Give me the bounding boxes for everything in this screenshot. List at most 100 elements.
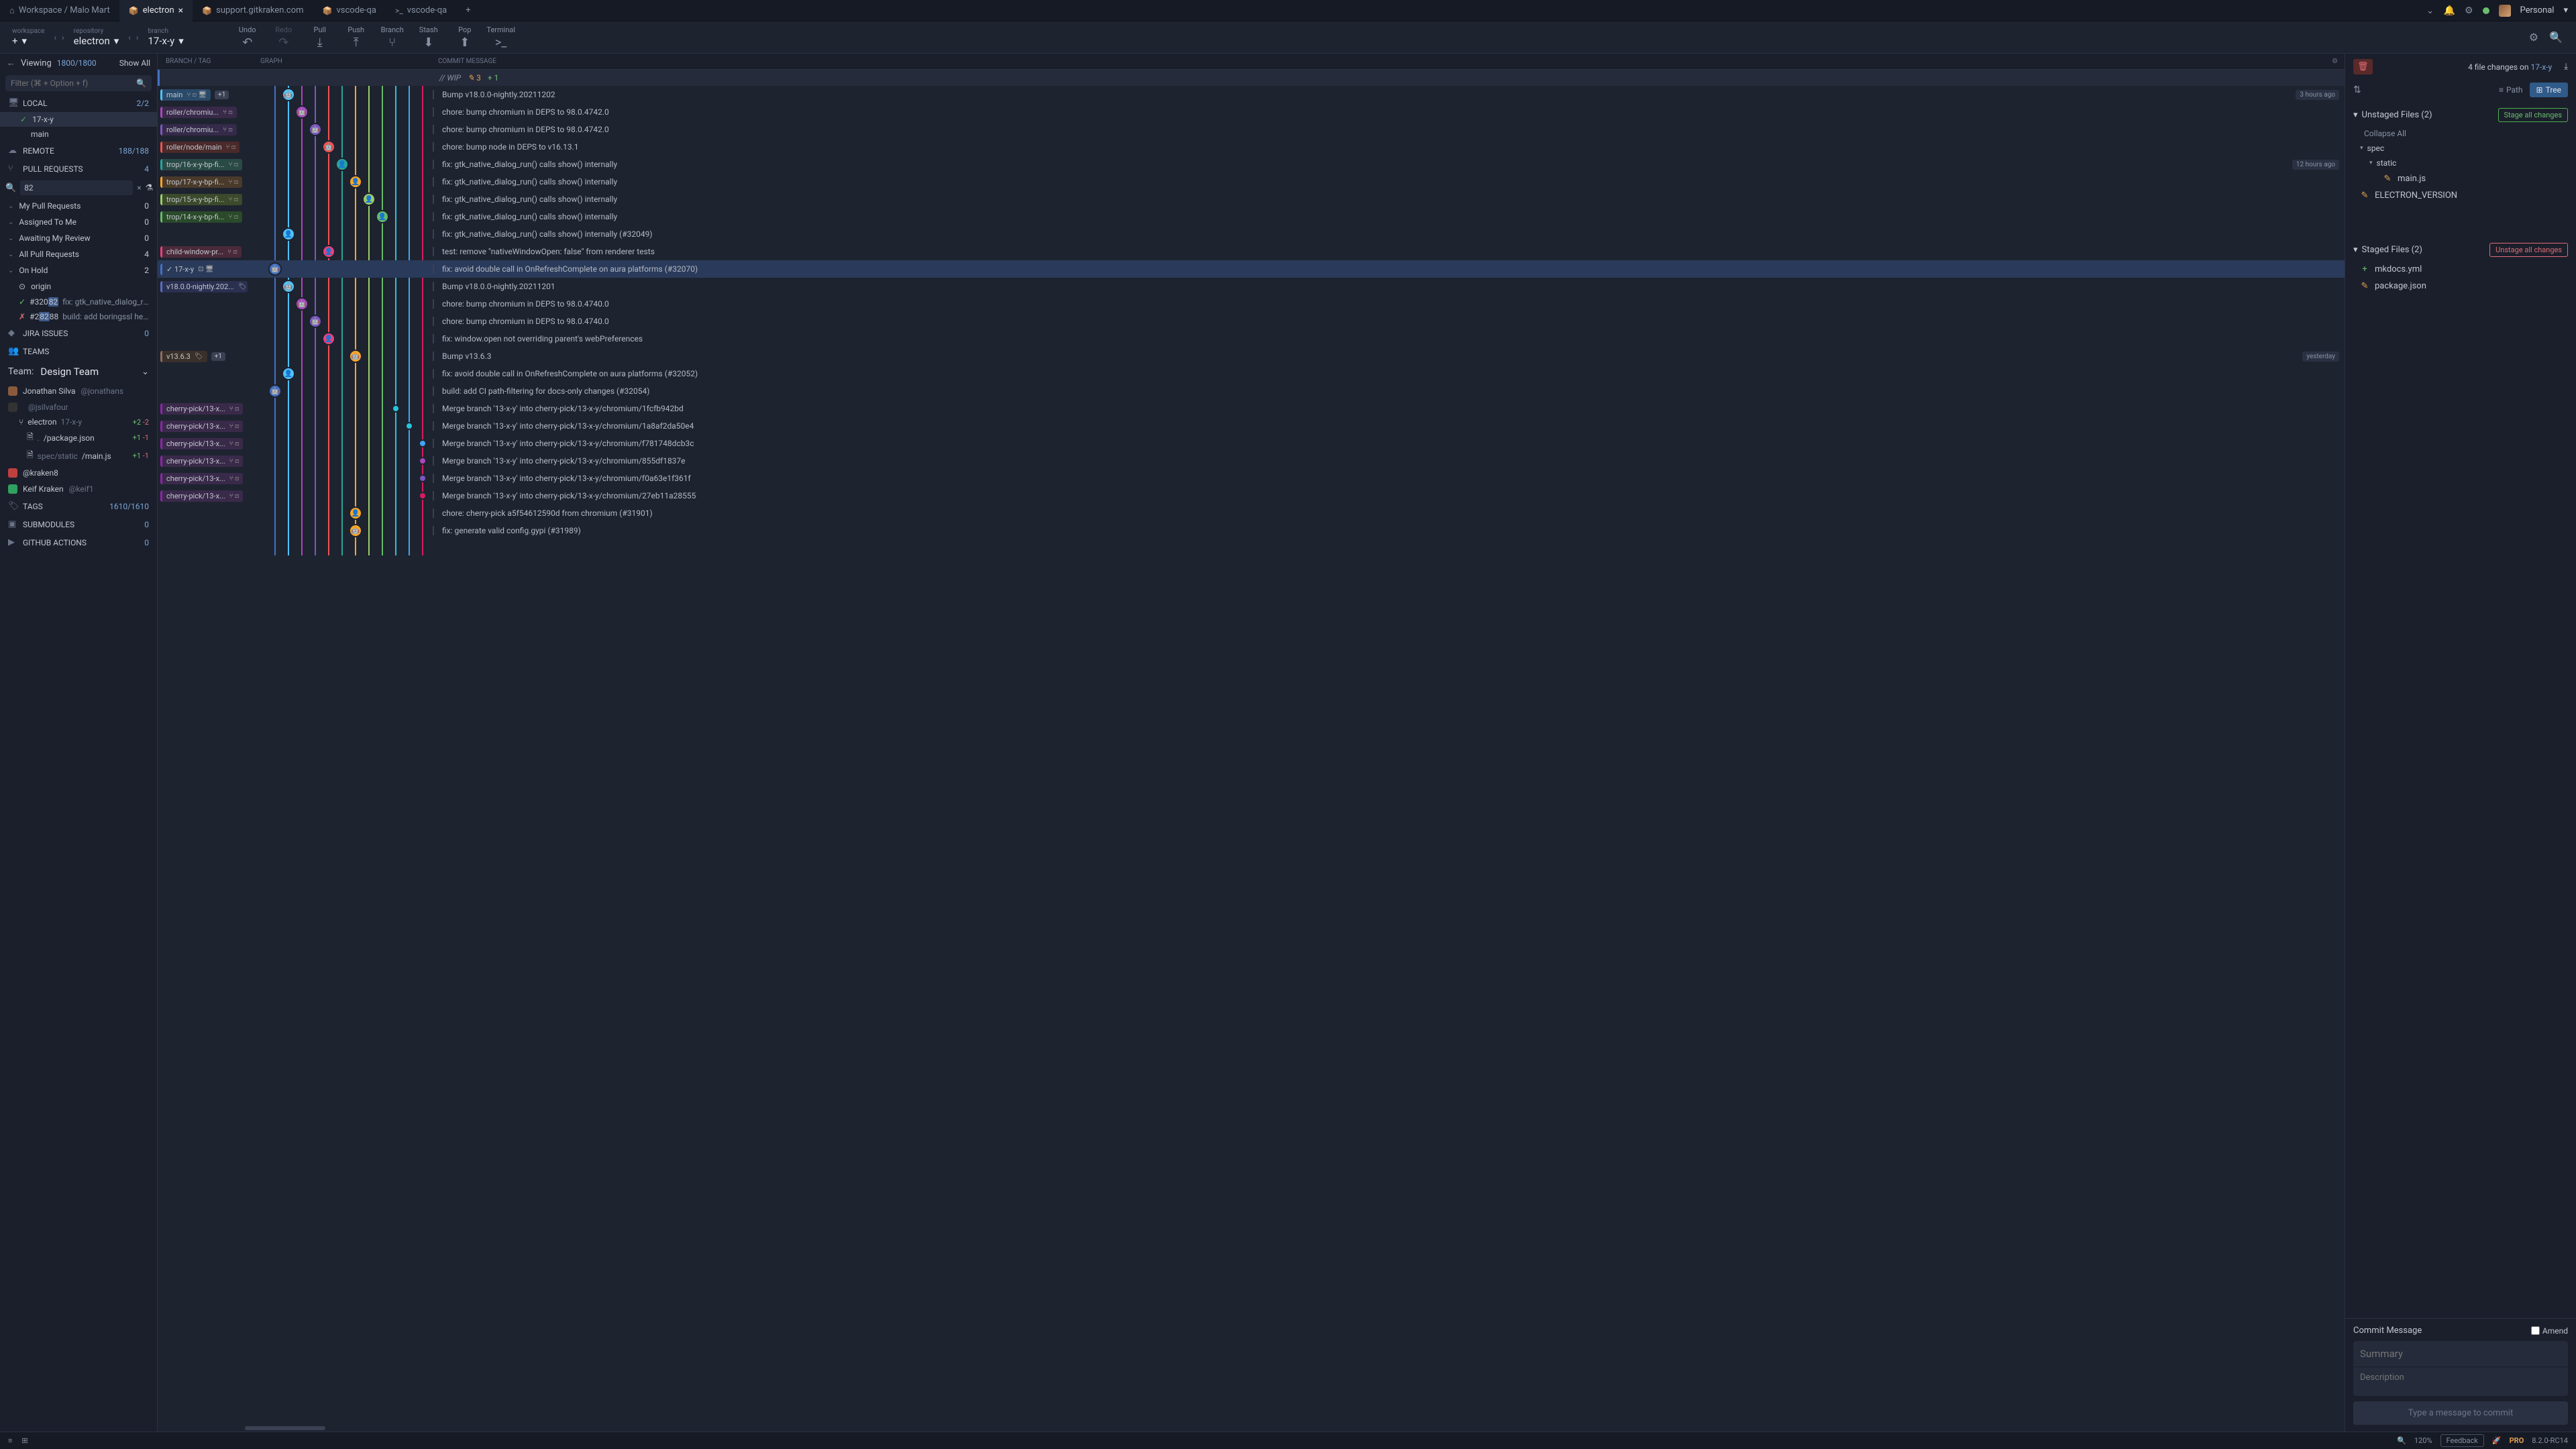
commit-node[interactable]: 👤 [349, 506, 362, 520]
package-icon[interactable]: ⊞ [21, 1436, 28, 1445]
branch-tag[interactable]: cherry-pick/13-x...⑂ ⊡ [160, 490, 243, 502]
gear-icon[interactable]: ⚙ [2465, 5, 2473, 16]
commit-row[interactable]: trop/17-x-y-bp-fi...⑂ ⊡ 👤 fix: gtk_nativ… [158, 173, 2345, 191]
commit-node[interactable] [392, 405, 400, 413]
commit-node[interactable] [419, 439, 427, 447]
discard-button[interactable]: 🗑 [2353, 59, 2373, 74]
commit-row[interactable]: cherry-pick/13-x...⑂ ⊡ Merge branch '13-… [158, 435, 2345, 452]
stage-all-button[interactable]: Stage all changes [2498, 108, 2568, 122]
unstage-all-button[interactable]: Unstage all changes [2489, 243, 2568, 257]
commit-row[interactable]: trop/15-x-y-bp-fi...⑂ ⊡ 👤 fix: gtk_nativ… [158, 191, 2345, 208]
zoom-icon[interactable]: 🔍 [2397, 1436, 2406, 1445]
chevron-down-icon[interactable]: ⌄ [2426, 5, 2434, 16]
branch-tag[interactable]: child-window-pr...⑂ ⊡ [160, 246, 241, 258]
origin-item[interactable]: ⊙ origin [0, 278, 157, 294]
commit-row[interactable]: child-window-pr...⑂ ⊡ 👤 test: remove "na… [158, 243, 2345, 260]
file-package-json[interactable]: ✎ package.json [2345, 278, 2576, 294]
show-all-link[interactable]: Show All [119, 58, 150, 68]
commit-row[interactable]: 👤 chore: cherry-pick a5f54612590d from c… [158, 504, 2345, 522]
branch-17xy[interactable]: ✓ 17-x-y [0, 112, 157, 127]
commit-row[interactable]: 👤 fix: avoid double call in OnRefreshCom… [158, 365, 2345, 382]
nav-back[interactable]: ‹ [51, 33, 59, 42]
branch-tag[interactable]: v13.6.3🏷 [160, 351, 207, 362]
commit-row[interactable]: trop/14-x-y-bp-fi...⑂ ⊡ 👤 fix: gtk_nativ… [158, 208, 2345, 225]
search-icon[interactable]: 🔍 [2549, 31, 2563, 44]
commit-row[interactable]: roller/chromiu...⑂ ⊡ 🤖 chore: bump chrom… [158, 121, 2345, 138]
pr-item[interactable]: ✓#32082 fix: gtk_native_dialog_ru... [0, 294, 157, 309]
pr-group[interactable]: ⌄Assigned To Me0 [0, 214, 157, 230]
branch-tag[interactable]: cherry-pick/13-x...⑂ ⊡ [160, 403, 243, 415]
path-view[interactable]: ≡ Path [2492, 83, 2530, 97]
jira-section[interactable]: ◆ JIRA ISSUES 0 [0, 324, 157, 342]
pr-item[interactable]: ✗#28288 build: add boringssl hea... [0, 309, 157, 324]
file-mkdocs[interactable]: + mkdocs.yml [2345, 261, 2576, 278]
remote-section[interactable]: ☁ REMOTE 188/188 [0, 142, 157, 160]
branch-tag[interactable]: main⑂ ⊡ 🖥 [160, 89, 211, 101]
commit-row[interactable]: 🤖 chore: bump chromium in DEPS to 98.0.4… [158, 313, 2345, 330]
branch-tag[interactable]: roller/chromiu...⑂ ⊡ [160, 124, 237, 136]
staged-header[interactable]: ▾ Staged Files (2) Unstage all changes [2345, 239, 2576, 261]
nav-back[interactable]: ‹ [125, 33, 133, 42]
push-button[interactable]: Push⤒ [339, 25, 373, 50]
local-section[interactable]: 🖥 LOCAL 2/2 [0, 94, 157, 112]
branch-tag[interactable]: roller/chromiu...⑂ ⊡ [160, 107, 237, 118]
pr-search[interactable]: 🔍 × ⚗ [0, 178, 157, 198]
commit-node[interactable]: 🤖 [309, 123, 322, 136]
avatar[interactable] [2499, 5, 2511, 17]
clear-icon[interactable]: × [137, 183, 141, 193]
team-select[interactable]: Team: Design Team ⌄ [0, 360, 157, 383]
branch-crumb[interactable]: branch 17-x-y ▾ [142, 28, 191, 47]
branch-tag[interactable]: trop/17-x-y-bp-fi...⑂ ⊡ [160, 176, 242, 188]
nav-forward[interactable]: › [59, 33, 67, 42]
commit-node[interactable] [405, 422, 413, 430]
graph-body[interactable]: main⑂ ⊡ 🖥+1 🤖 Bump v18.0.0-nightly.20211… [158, 86, 2345, 1432]
commit-row[interactable]: 🤖 fix: generate valid config.gypi (#3198… [158, 522, 2345, 539]
branch-tag[interactable]: cherry-pick/13-x...⑂ ⊡ [160, 438, 243, 449]
commit-button[interactable]: Type a message to commit [2353, 1401, 2568, 1425]
commit-node[interactable]: 👤 [282, 367, 295, 380]
workspace-crumb[interactable]: workspace + ▾ [5, 28, 51, 47]
branch-tag[interactable]: v18.0.0-nightly.202...🏷 [160, 281, 248, 292]
tree-view[interactable]: ⊞ Tree [2530, 83, 2568, 97]
commit-row[interactable]: v13.6.3🏷+1 🤖 Bump v13.6.3 yesterday [158, 347, 2345, 365]
branch-tag[interactable]: ✓ 17-x-y⊡ 🖥 [160, 264, 218, 275]
branch-tag[interactable]: trop/14-x-y-bp-fi...⑂ ⊡ [160, 211, 242, 223]
folder-spec[interactable]: ▾spec [2345, 141, 2576, 156]
pr-group[interactable]: ⌄Awaiting My Review0 [0, 230, 157, 246]
commit-node[interactable]: 🤖 [322, 140, 335, 154]
branch-tag[interactable]: cherry-pick/13-x...⑂ ⊡ [160, 421, 243, 432]
pr-group[interactable]: ⌄All Pull Requests4 [0, 246, 157, 262]
stash-button[interactable]: Stash⬇ [412, 25, 445, 50]
pr-group[interactable]: ⌄My Pull Requests0 [0, 198, 157, 214]
team-member[interactable]: @jsilvafour [0, 399, 157, 415]
settings-icon[interactable]: ⚙ [2529, 31, 2538, 44]
actions-section[interactable]: ▶ GITHUB ACTIONS 0 [0, 533, 157, 551]
pop-button[interactable]: Pop⬆ [448, 25, 482, 50]
commit-node[interactable]: 👤 [349, 175, 362, 189]
collapse-all-link[interactable]: Collapse All [2345, 126, 2576, 141]
commit-row[interactable]: main⑂ ⊡ 🖥+1 🤖 Bump v18.0.0-nightly.20211… [158, 86, 2345, 103]
branch-main[interactable]: main [0, 127, 157, 142]
branch-tag[interactable]: roller/node/main⑂ ⊡ [160, 142, 239, 153]
commit-node[interactable] [419, 474, 427, 482]
commit-row[interactable]: roller/node/main⑂ ⊡ 🤖 chore: bump node i… [158, 138, 2345, 156]
chevron-down-icon[interactable]: ▾ [2563, 5, 2568, 15]
commit-row[interactable]: cherry-pick/13-x...⑂ ⊡ Merge branch '13-… [158, 487, 2345, 504]
download-icon[interactable]: ⤓ [2564, 62, 2568, 72]
workspace-tab[interactable]: ⌂ Workspace / Malo Mart [0, 0, 119, 21]
commit-node[interactable]: 🤖 [349, 524, 362, 537]
commit-row[interactable]: trop/16-x-y-bp-fi...⑂ ⊡ 👤 fix: gtk_nativ… [158, 156, 2345, 173]
filter-icon[interactable]: ⚗ [146, 183, 154, 193]
wip-row[interactable]: // WIP ✎ 3 + 1 [158, 70, 2345, 86]
commit-row[interactable]: v18.0.0-nightly.202...🏷 🤖 Bump v18.0.0-n… [158, 278, 2345, 295]
commit-node[interactable]: 🤖 [309, 315, 322, 328]
commit-row[interactable]: cherry-pick/13-x...⑂ ⊡ Merge branch '13-… [158, 470, 2345, 487]
team-member[interactable]: @kraken8 [0, 465, 157, 481]
team-member[interactable]: Keif Kraken @keif1 [0, 481, 157, 497]
summary-input[interactable] [2353, 1341, 2568, 1366]
tab-vscode-qa-2[interactable]: >_ vscode-qa [386, 0, 456, 21]
commit-node[interactable]: 👤 [362, 193, 376, 206]
unstaged-header[interactable]: ▾ Unstaged Files (2) Stage all changes [2345, 104, 2576, 126]
nav-forward[interactable]: › [133, 33, 142, 42]
branch-tag[interactable]: trop/16-x-y-bp-fi...⑂ ⊡ [160, 159, 242, 170]
